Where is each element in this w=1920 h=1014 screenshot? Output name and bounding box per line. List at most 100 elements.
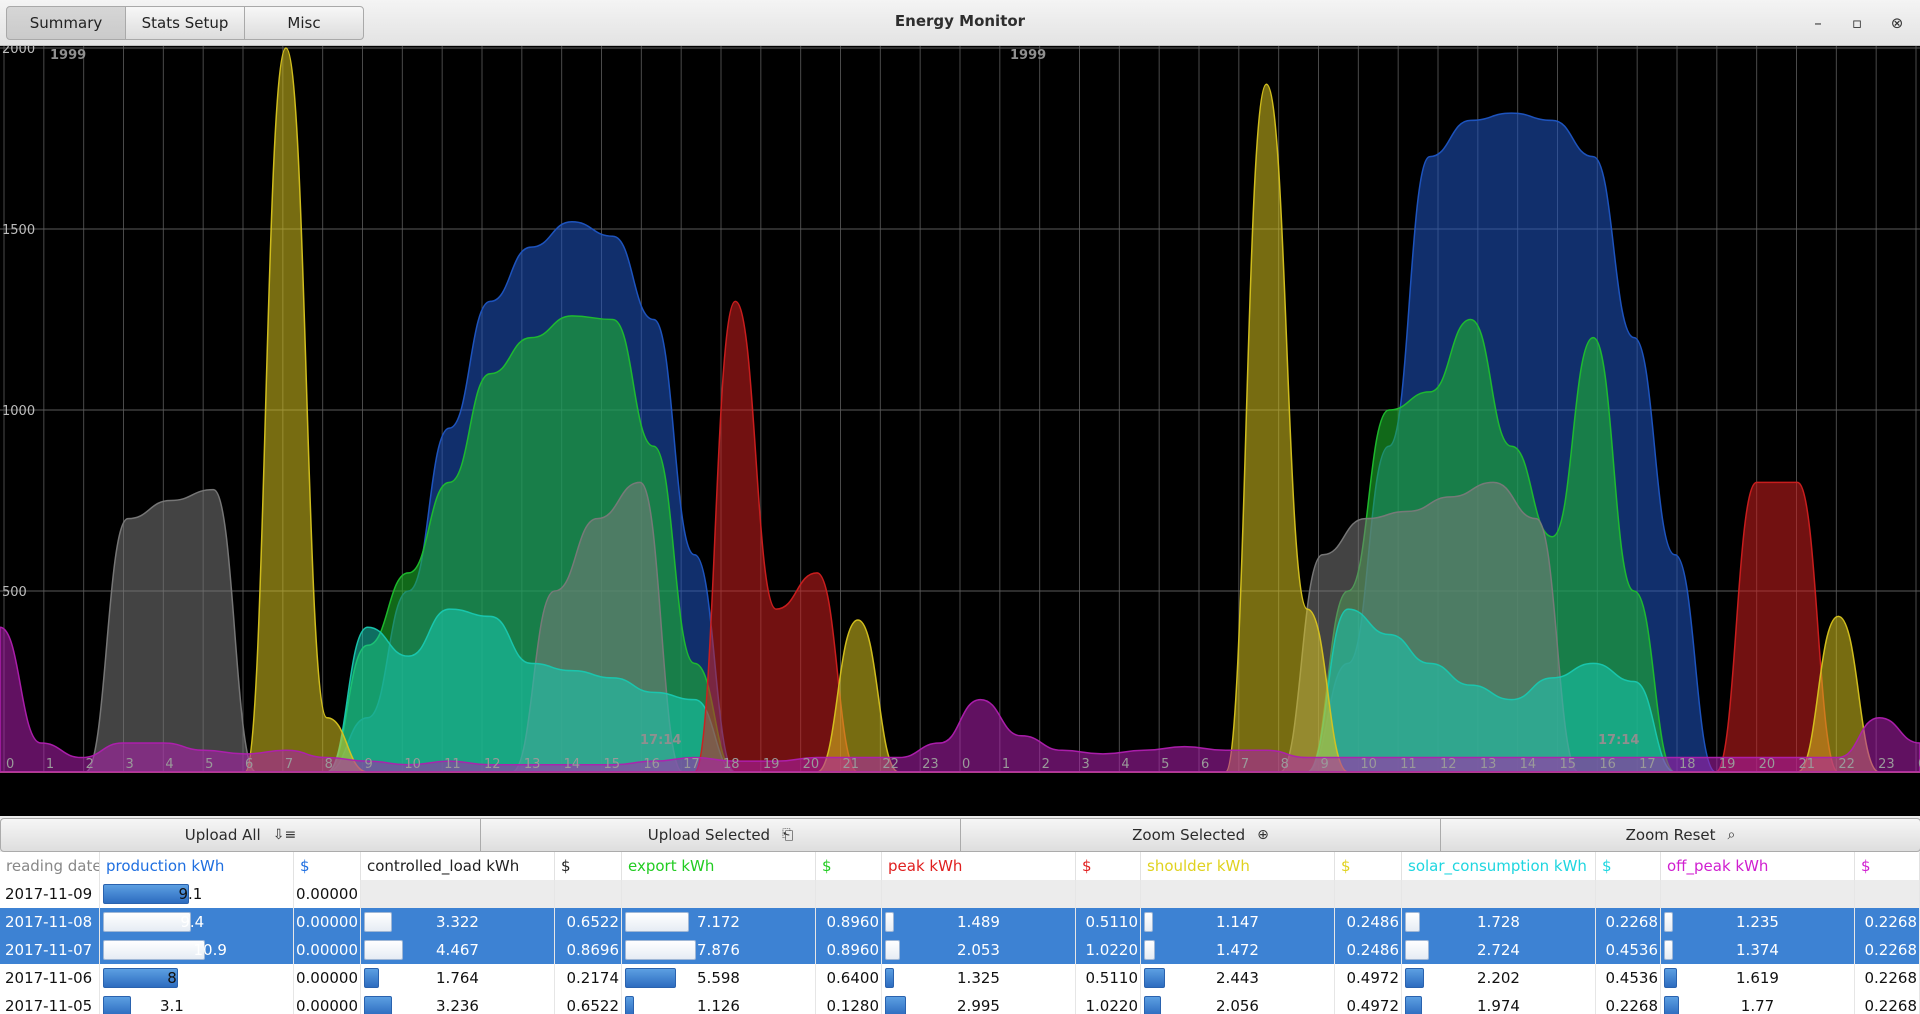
column-header[interactable]: $	[555, 852, 622, 880]
value-bar	[1144, 968, 1165, 988]
x-tick-label: 12	[484, 757, 501, 772]
x-tick-label: 3	[1082, 757, 1090, 772]
production-cost-cell: 0.00000	[294, 880, 361, 908]
view-tabs: Summary Stats Setup Misc	[6, 6, 364, 40]
x-tick-label: 5	[205, 757, 213, 772]
y-tick-label: 1000	[2, 404, 35, 419]
column-header[interactable]: $	[294, 852, 361, 880]
column-header[interactable]: off_peak kWh	[1661, 852, 1855, 880]
shoulder-cost-cell: 0.4972	[1335, 964, 1402, 992]
export-cost-cell: 0.6400	[816, 964, 882, 992]
export-kwh-cell: 7.876	[622, 936, 816, 964]
maximize-icon[interactable]: ▫	[1851, 14, 1863, 32]
tab-summary[interactable]: Summary	[6, 6, 126, 40]
value-text: 9.4	[180, 913, 205, 931]
production-kwh-cell: 9.1	[100, 880, 294, 908]
value-bar	[1405, 912, 1421, 932]
column-header[interactable]: production kWh	[100, 852, 294, 880]
peak-cost-cell: 1.0220	[1076, 992, 1141, 1014]
column-header[interactable]: controlled_load kWh	[361, 852, 555, 880]
button-label: Upload All	[184, 826, 261, 844]
x-tick-label: 22	[1838, 757, 1855, 772]
value-text: 9.1	[178, 885, 203, 903]
reading-date-cell: 2017-11-06	[0, 964, 100, 992]
x-tick-label: 0	[6, 757, 14, 772]
minimize-icon[interactable]: –	[1814, 14, 1822, 32]
off-peak-cost-cell: 0.2268	[1855, 964, 1920, 992]
peak-cost-cell: 1.0220	[1076, 936, 1141, 964]
value-text: 1.77	[1740, 997, 1775, 1014]
shoulder-kwh-cell: 2.056	[1141, 992, 1335, 1014]
column-header[interactable]: export kWh	[622, 852, 816, 880]
x-tick-label: 1	[1002, 757, 1010, 772]
reading-date-cell: 2017-11-05	[0, 992, 100, 1014]
production-kwh-cell: 10.9	[100, 936, 294, 964]
export-cost-cell: 0.8960	[816, 908, 882, 936]
upload-selected-button[interactable]: Upload Selected ⎗	[480, 818, 961, 852]
upload-selected-icon: ⎗	[782, 827, 794, 843]
value-text: 2.995	[957, 997, 1000, 1014]
zoom-selected-button[interactable]: Zoom Selected ⊕	[960, 818, 1441, 852]
close-icon[interactable]: ⊗	[1890, 14, 1904, 32]
peak-cost-cell: 0.5110	[1076, 964, 1141, 992]
button-label: Zoom Reset	[1625, 826, 1716, 844]
button-label: Zoom Selected	[1132, 826, 1246, 844]
table-header: reading date production kWh $ controlled_lo…	[0, 852, 1920, 880]
column-header[interactable]: shoulder kWh	[1141, 852, 1335, 880]
value-text: 2.443	[1216, 969, 1259, 987]
shoulder-kwh-cell: 1.472	[1141, 936, 1335, 964]
value-text: 7.876	[697, 941, 740, 959]
table-row[interactable]: 2017-11-05 3.1 0.00000 3.236 0.6522 1.126 0.12…	[0, 992, 1920, 1014]
table-row[interactable]: 2017-11-09 9.1 0.00000	[0, 880, 1920, 908]
column-header[interactable]: reading date	[0, 852, 100, 880]
value-bar	[103, 996, 132, 1014]
column-header[interactable]: $	[1596, 852, 1661, 880]
solar-consumption-cost-cell	[1596, 880, 1661, 908]
x-tick-label: 7	[285, 757, 293, 772]
value-bar	[625, 912, 689, 932]
table-row[interactable]: 2017-11-08 9.4 0.00000 3.322 0.6522 7.172 0.89…	[0, 908, 1920, 936]
tab-stats-setup[interactable]: Stats Setup	[125, 6, 245, 40]
table-row[interactable]: 2017-11-06 8 0.00000 1.764 0.2174 5.598 0.6400…	[0, 964, 1920, 992]
value-bar	[364, 968, 380, 988]
x-tick-label: 6	[1201, 757, 1209, 772]
x-tick-label: 11	[1400, 757, 1417, 772]
y-tick-label: 500	[2, 585, 27, 600]
export-kwh-cell	[622, 880, 816, 908]
x-tick-label: 19	[1719, 757, 1736, 772]
year-label: 1999	[1010, 48, 1046, 63]
export-cost-cell: 0.8960	[816, 936, 882, 964]
value-text: 1.974	[1477, 997, 1520, 1014]
column-header[interactable]: $	[816, 852, 882, 880]
x-tick-label: 14	[1520, 757, 1537, 772]
value-text: 3.236	[436, 997, 479, 1014]
zoom-reset-button[interactable]: Zoom Reset ⌕	[1440, 818, 1920, 852]
column-header[interactable]: $	[1855, 852, 1920, 880]
time-marker-label: 17:14	[640, 733, 681, 748]
value-text: 2.053	[957, 941, 1000, 959]
controlled-load-cost-cell: 0.8696	[555, 936, 622, 964]
shoulder-cost-cell: 0.2486	[1335, 936, 1402, 964]
peak-cost-cell: 0.5110	[1076, 908, 1141, 936]
x-tick-label: 20	[803, 757, 820, 772]
value-text: 1.374	[1736, 941, 1779, 959]
x-tick-label: 18	[723, 757, 740, 772]
reading-date-cell: 2017-11-08	[0, 908, 100, 936]
column-header[interactable]: peak kWh	[882, 852, 1076, 880]
solar-consumption-kwh-cell: 1.728	[1402, 908, 1596, 936]
off-peak-kwh-cell: 1.77	[1661, 992, 1855, 1014]
column-header[interactable]: solar_consumption kWh	[1402, 852, 1596, 880]
x-tick-label: 8	[325, 757, 333, 772]
tab-misc[interactable]: Misc	[244, 6, 364, 40]
off-peak-cost-cell	[1855, 880, 1920, 908]
energy-chart[interactable]: 2000 1500 1000 500 0 1 2 3 4 5 6 7 8 9 10 11 12 13 14 15 16 1…	[0, 46, 1920, 816]
upload-all-button[interactable]: Upload All ⇩≡	[0, 818, 481, 852]
column-header[interactable]: $	[1076, 852, 1141, 880]
shoulder-kwh-cell: 1.147	[1141, 908, 1335, 936]
production-cost-cell: 0.00000	[294, 992, 361, 1014]
column-header[interactable]: $	[1335, 852, 1402, 880]
table-row[interactable]: 2017-11-07 10.9 0.00000 4.467 0.8696 7.876 0.8…	[0, 936, 1920, 964]
value-bar	[1664, 996, 1680, 1014]
value-bar	[885, 940, 901, 960]
